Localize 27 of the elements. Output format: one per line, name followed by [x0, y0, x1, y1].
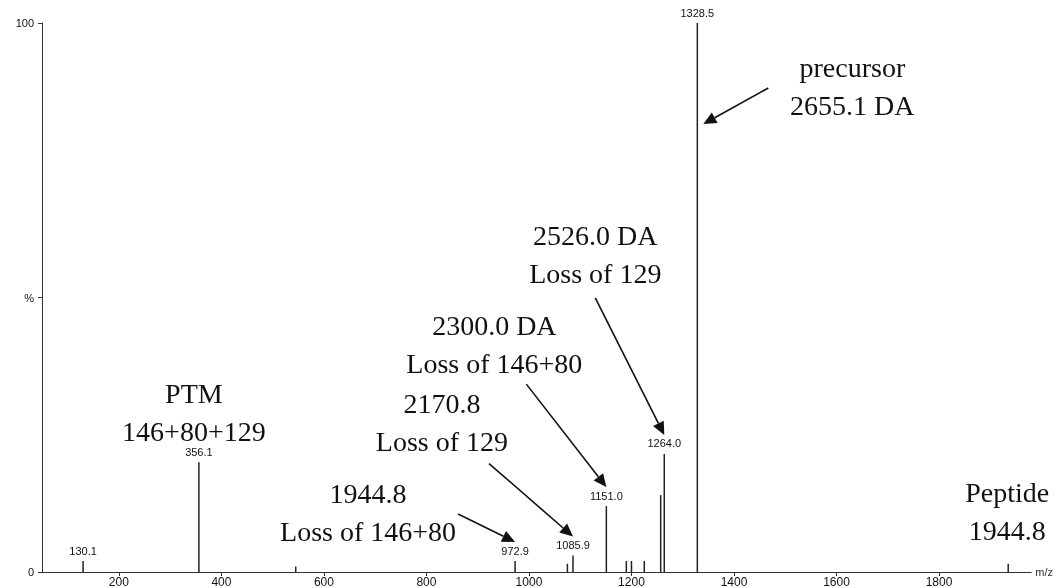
annotation: 130.1: [69, 544, 97, 557]
annotation: 1085.9: [556, 539, 590, 552]
annotation: 1264.0: [647, 437, 682, 450]
x-tick-label: 1000: [515, 575, 543, 588]
x-axis-title: m/z: [1035, 566, 1054, 578]
annotation: 356.1: [185, 445, 213, 458]
x-tick-label: 1200: [618, 575, 646, 588]
x-tick-label: 1600: [823, 575, 851, 588]
annotation: 1328.5: [680, 6, 715, 19]
y-tick-label: %: [24, 291, 35, 304]
annotation: 2300.0 DA Loss of 146+80: [406, 309, 583, 379]
annotation: 1151.0: [589, 489, 623, 502]
x-tick-label: 400: [211, 575, 232, 588]
annotation: 2170.8 Loss of 129: [375, 388, 509, 458]
annotation: 1944.8 Loss of 146+80: [280, 477, 457, 547]
annotation: PTM 146+80+129: [122, 377, 266, 447]
annotation: Peptide 1944.8: [965, 477, 1050, 547]
x-tick-label: 200: [108, 575, 130, 588]
x-tick-label: 1800: [925, 575, 953, 588]
y-tick-label: 0: [27, 566, 34, 578]
x-tick-label: 600: [313, 575, 335, 588]
annotation: precursor 2655.1 DA: [790, 51, 916, 121]
y-tick-label: 100: [15, 17, 34, 29]
x-tick-label: 800: [416, 575, 437, 588]
annotation: 972.9: [501, 544, 529, 557]
x-tick-label: 1400: [720, 575, 748, 588]
annotation: 2526.0 DA Loss of 129: [529, 220, 662, 290]
